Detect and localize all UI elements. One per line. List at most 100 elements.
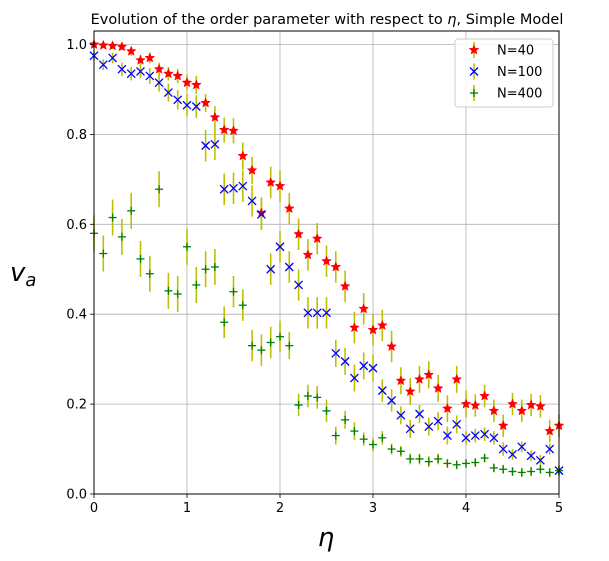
data-point-n-400	[322, 406, 331, 415]
data-point-n-400	[201, 265, 210, 274]
data-point-n-40	[442, 402, 453, 414]
data-point-n-400	[127, 206, 136, 215]
data-point-n-100	[535, 455, 545, 465]
data-point-n-100	[182, 100, 192, 110]
data-point-n-40	[544, 425, 556, 436]
y-tick-label: 0.8	[66, 128, 87, 143]
data-point-n-100	[545, 444, 555, 454]
data-point-n-100	[340, 356, 350, 366]
legend-entry-n-100: N=100	[469, 63, 542, 80]
data-point-n-40	[246, 164, 258, 175]
data-point-n-100	[191, 102, 201, 111]
data-point-n-100	[201, 141, 211, 151]
legend-box	[454, 38, 554, 108]
data-point-n-40	[535, 400, 546, 411]
data-point-n-40	[349, 322, 360, 333]
data-point-n-100	[368, 363, 378, 373]
x-tick-label: 2	[276, 501, 284, 516]
legend-label-n-400: N=400	[497, 87, 542, 102]
data-point-n-40	[97, 39, 109, 50]
data-point-n-100	[508, 449, 517, 459]
y-tick-label: 0.0	[66, 488, 87, 503]
data-point-n-400	[99, 249, 108, 258]
legend-entry-n-40: N=40	[468, 42, 534, 59]
data-point-n-40	[488, 405, 500, 416]
data-point-n-40	[330, 261, 342, 272]
data-point-n-100	[331, 348, 341, 358]
data-point-n-40	[209, 111, 221, 122]
data-point-n-100	[219, 184, 229, 194]
x-tick-label: 3	[369, 501, 377, 516]
data-point-n-400	[443, 459, 452, 468]
y-tick-label: 0.6	[66, 218, 87, 233]
data-point-n-400	[294, 400, 303, 409]
data-point-n-40	[116, 41, 128, 52]
data-point-n-100	[526, 451, 536, 461]
data-point-n-100	[415, 409, 424, 419]
data-point-n-100	[98, 60, 108, 70]
data-point-n-400	[452, 460, 461, 469]
data-point-n-400	[527, 467, 536, 476]
data-point-n-400	[313, 393, 322, 402]
x-axis-label: η	[318, 523, 334, 553]
data-point-n-400	[517, 468, 526, 477]
data-point-n-100	[108, 53, 118, 63]
data-point-n-400	[210, 262, 219, 271]
data-point-n-40	[497, 419, 509, 431]
data-point-n-400	[238, 301, 247, 310]
data-point-n-400	[489, 463, 498, 472]
data-point-n-40	[107, 40, 118, 51]
data-point-n-40	[479, 390, 490, 401]
data-point-n-400	[331, 431, 340, 440]
data-point-n-40	[414, 373, 425, 384]
data-point-n-100	[480, 429, 490, 439]
data-point-n-100	[136, 66, 145, 76]
legend-label-n-40: N=40	[497, 44, 534, 59]
data-point-n-40	[386, 340, 397, 352]
data-point-n-400	[378, 433, 387, 442]
legend-marker-n-40	[468, 44, 480, 55]
data-point-n-100	[275, 242, 285, 252]
data-point-n-40	[218, 124, 230, 135]
data-point-n-100	[452, 419, 462, 429]
data-point-n-40	[302, 249, 314, 260]
data-point-n-40	[190, 79, 202, 90]
data-point-n-40	[293, 228, 304, 239]
data-point-n-400	[155, 185, 164, 194]
data-point-n-400	[145, 269, 154, 278]
y-axis-label: va	[10, 258, 36, 291]
data-point-n-100	[517, 442, 527, 452]
data-point-n-40	[404, 385, 416, 397]
data-point-n-40	[274, 180, 286, 191]
data-point-n-100	[117, 64, 127, 74]
data-point-n-100	[229, 183, 238, 193]
data-point-n-100	[294, 280, 304, 290]
axis-ticks: 0 1 2 3 4 5 0.0 0.2 0.4 0.6 0.8 1.0	[66, 38, 563, 516]
data-point-n-100	[145, 71, 155, 81]
legend-marker-n-100	[469, 67, 479, 76]
data-point-n-400	[108, 213, 117, 222]
data-point-n-40	[376, 319, 388, 331]
data-point-n-40	[367, 324, 379, 335]
data-point-n-100	[126, 69, 136, 79]
data-point-n-40	[516, 405, 528, 416]
data-point-n-40	[423, 369, 435, 380]
data-point-n-400	[471, 458, 480, 467]
data-point-n-400	[406, 454, 415, 463]
data-point-n-400	[499, 465, 508, 474]
data-point-n-40	[460, 398, 472, 409]
data-point-n-100	[405, 424, 415, 434]
data-point-n-40	[135, 54, 146, 65]
data-point-n-40	[153, 63, 165, 74]
y-tick-label: 1.0	[66, 38, 87, 53]
data-point-n-40	[265, 176, 277, 188]
data-point-n-400	[462, 459, 470, 468]
data-point-n-40	[200, 97, 211, 108]
data-point-n-400	[248, 341, 257, 350]
data-point-n-100	[359, 361, 369, 371]
data-point-n-100	[461, 433, 471, 443]
data-point-n-100	[387, 396, 397, 405]
data-point-n-40	[358, 303, 370, 314]
data-point-n-400	[396, 447, 405, 456]
data-point-n-40	[125, 45, 137, 56]
